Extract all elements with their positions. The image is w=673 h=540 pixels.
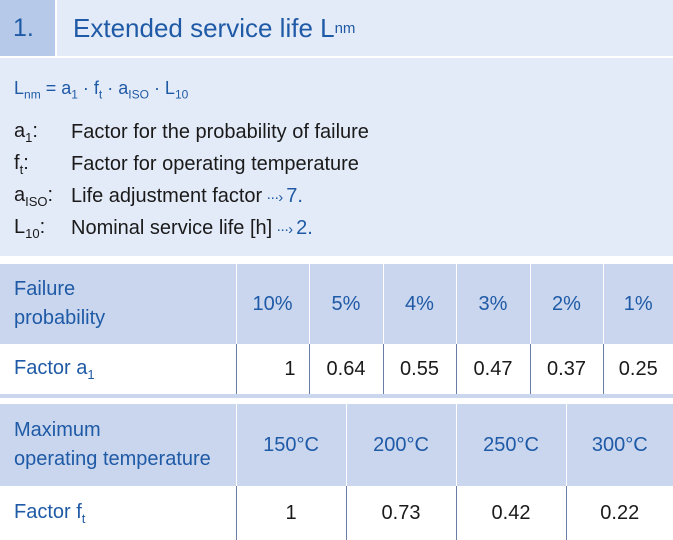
cross-reference-link[interactable]: 2.: [296, 216, 313, 239]
header-cell: 250°C: [455, 404, 566, 486]
table-row: Factor ft 1 0.73 0.42 0.22: [0, 486, 673, 540]
definition-ft: ft: Factor for operating temperature: [14, 148, 369, 180]
definition-l10: L10: Nominal service life [h] ···› 2.: [14, 212, 369, 244]
section-title-sub: nm: [334, 19, 356, 37]
value-cell: 0.73: [345, 486, 456, 540]
table-separator: [0, 394, 673, 398]
value-cell: 0.25: [602, 344, 673, 394]
formula-box: Lnm = a1 · ft · aISO · L10 a1: Factor fo…: [0, 58, 673, 256]
definition-symbol: aISO:: [14, 183, 54, 209]
row-label-factor-ft: Factor ft: [0, 486, 236, 540]
definition-aiso: aISO: Life adjustment factor ···› 7.: [14, 180, 369, 212]
definition-text: Factor for the probability of failure: [71, 120, 369, 143]
value-cell: 0.22: [565, 486, 673, 540]
value-cell: 0.47: [455, 344, 530, 394]
definition-symbol: L10:: [14, 215, 46, 241]
value-cell: 0.42: [455, 486, 566, 540]
definition-text: Life adjustment factor ···› 7.: [71, 184, 303, 207]
header-label-failure-probability: Failure probability: [0, 264, 236, 344]
formula: Lnm = a1 · ft · aISO · L10: [14, 78, 189, 102]
definition-symbol: a1:: [14, 119, 38, 145]
definition-a1: a1: Factor for the probability of failur…: [14, 116, 369, 148]
header-cell: 150°C: [235, 404, 346, 486]
value-cell: 0.64: [308, 344, 383, 394]
definition-list: a1: Factor for the probability of failur…: [14, 116, 369, 244]
value-cell: 0.37: [529, 344, 603, 394]
header-cell: 2%: [529, 264, 603, 344]
header-cell: 4%: [382, 264, 456, 344]
header-cell: 300°C: [565, 404, 673, 486]
definition-text: Factor for operating temperature: [71, 152, 359, 175]
section-title-text: Extended service life L: [73, 12, 335, 43]
temperature-table: Maximum operating temperature 150°C 200°C…: [0, 404, 673, 540]
table-header-row: Failure probability 10% 5% 4% 3% 2% 1%: [0, 264, 673, 344]
table-header-row: Maximum operating temperature 150°C 200°C…: [0, 404, 673, 486]
row-label-factor-a1: Factor a1: [0, 344, 236, 394]
header-cell: 1%: [602, 264, 673, 344]
table-row: Factor a1 1 0.64 0.55 0.47 0.37 0.25: [0, 344, 673, 394]
value-cell: 1: [235, 486, 346, 540]
cross-reference-arrow-icon: ···›: [276, 220, 293, 238]
definition-text: Nominal service life [h] ···› 2.: [71, 216, 313, 239]
value-cell: 1: [235, 344, 309, 394]
definition-symbol: ft:: [14, 151, 29, 177]
header-cell: 10%: [235, 264, 309, 344]
header-label-max-operating-temperature: Maximum operating temperature: [0, 404, 236, 486]
header-cell: 200°C: [345, 404, 456, 486]
value-cell: 0.55: [382, 344, 456, 394]
header-cell: 3%: [455, 264, 530, 344]
cross-reference-link[interactable]: 7.: [286, 184, 303, 207]
header-cell: 5%: [308, 264, 383, 344]
section-number: 1.: [0, 0, 55, 56]
failure-probability-table: Failure probability 10% 5% 4% 3% 2% 1% Fa…: [0, 264, 673, 394]
cross-reference-arrow-icon: ···›: [266, 188, 283, 206]
